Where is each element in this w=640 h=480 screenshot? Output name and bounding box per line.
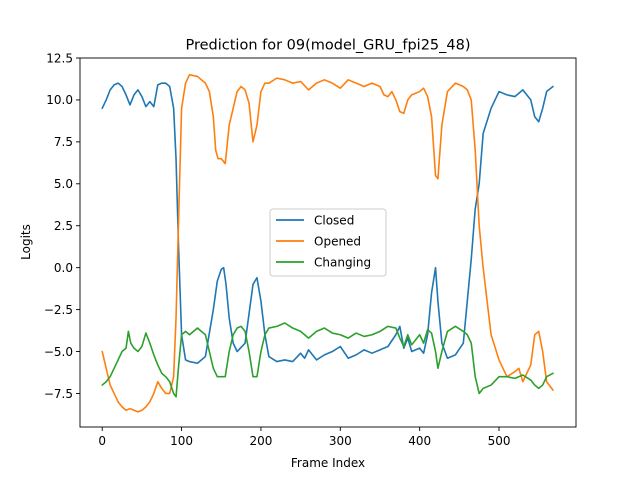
x-tick-label: 400 bbox=[408, 434, 431, 448]
series-line-opened bbox=[101, 73, 554, 413]
y-tick-label: 7.5 bbox=[54, 135, 73, 149]
y-axis-ticks: −7.5 −5.0 −2.5 0.0 2.5 5.0 7.5 10.0 12.5 bbox=[44, 51, 80, 401]
y-tick-label: 0.0 bbox=[54, 261, 73, 275]
x-tick-label: 100 bbox=[170, 434, 193, 448]
y-tick-label: 12.5 bbox=[46, 51, 73, 65]
legend-label-changing: Changing bbox=[314, 255, 371, 269]
y-tick-label: 5.0 bbox=[54, 177, 73, 191]
y-tick-label: 2.5 bbox=[54, 219, 73, 233]
chart-title: Prediction for 09(model_GRU_fpi25_48) bbox=[185, 38, 470, 54]
legend-label-closed: Closed bbox=[314, 213, 354, 227]
x-axis-ticks: 0 100 200 300 400 500 bbox=[98, 427, 510, 448]
x-tick-label: 0 bbox=[98, 434, 106, 448]
y-tick-label: −2.5 bbox=[44, 303, 73, 317]
y-axis-label: Logits bbox=[19, 224, 33, 260]
legend-box bbox=[269, 208, 387, 277]
y-tick-label: 10.0 bbox=[46, 93, 73, 107]
plot-frame bbox=[79, 57, 577, 428]
x-axis-label: Frame Index bbox=[291, 456, 365, 470]
y-tick-label: −7.5 bbox=[44, 387, 73, 401]
legend-label-opened: Opened bbox=[314, 234, 361, 248]
x-tick-label: 300 bbox=[329, 434, 352, 448]
series-layer bbox=[101, 73, 554, 413]
series-line-changing bbox=[101, 322, 554, 398]
series-line-closed bbox=[101, 82, 554, 365]
x-tick-label: 500 bbox=[488, 434, 511, 448]
x-tick-label: 200 bbox=[249, 434, 272, 448]
y-tick-label: −5.0 bbox=[44, 345, 73, 359]
legend: Closed Opened Changing bbox=[269, 208, 387, 277]
